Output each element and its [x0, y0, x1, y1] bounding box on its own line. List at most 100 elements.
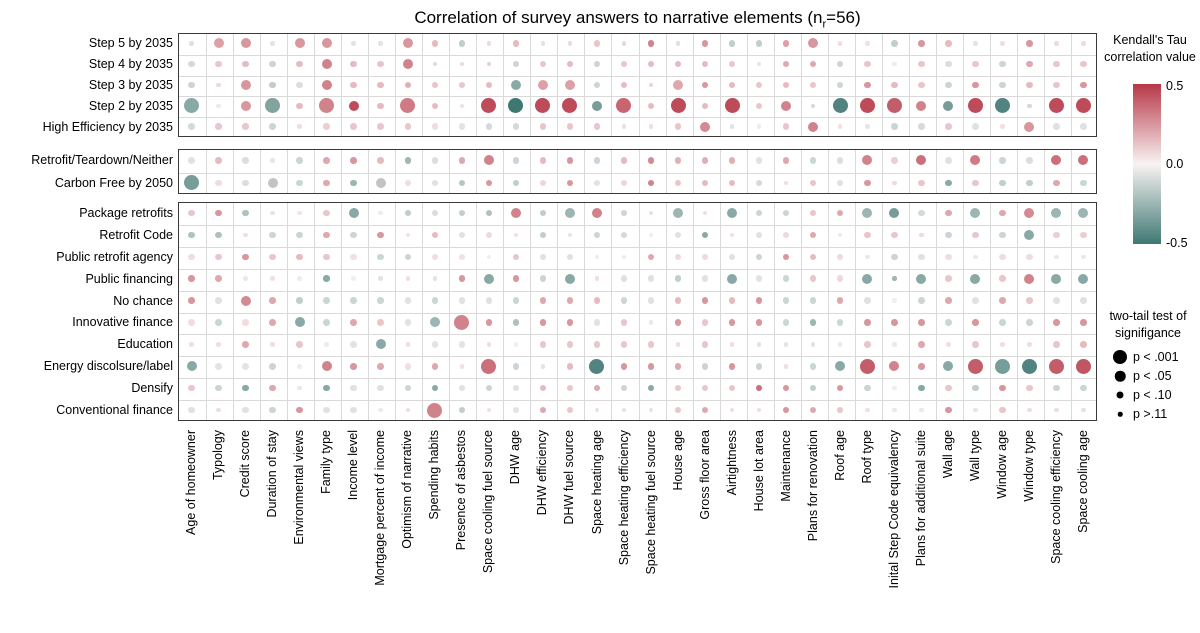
correlation-dot [242, 253, 249, 260]
correlation-dot [999, 297, 1006, 304]
row-label: Step 2 by 2035 [88, 98, 173, 113]
correlation-dot [648, 124, 654, 129]
correlation-dot [512, 60, 520, 68]
correlation-dot [891, 231, 898, 239]
gridline-horizontal [179, 356, 1096, 358]
gridline-vertical [233, 34, 235, 136]
correlation-dot [589, 358, 605, 374]
correlation-dot [999, 253, 1006, 260]
correlation-dot [945, 123, 952, 130]
gridline-vertical [989, 150, 991, 193]
gridline-horizontal [179, 268, 1096, 270]
correlation-dot [566, 406, 574, 414]
correlation-dot [215, 209, 222, 217]
correlation-dot [486, 407, 492, 413]
correlation-dot [215, 60, 222, 68]
correlation-dot [809, 253, 817, 260]
correlation-dot [348, 100, 359, 111]
correlation-dot [729, 407, 735, 413]
correlation-dot [809, 81, 817, 89]
correlation-dot [323, 275, 330, 282]
correlation-dot [1080, 297, 1087, 304]
correlation-dot [539, 275, 547, 282]
correlation-dot [648, 210, 654, 216]
column-label: Space heating age [589, 430, 604, 535]
correlation-dot [756, 407, 762, 413]
gridline-horizontal [179, 334, 1096, 336]
correlation-dot [675, 342, 681, 347]
correlation-dot [945, 384, 952, 392]
correlation-dot [701, 384, 709, 392]
column-label: Space heating efficiency [616, 430, 631, 566]
correlation-dot [404, 157, 411, 164]
correlation-dot [188, 297, 195, 304]
correlation-dot [270, 276, 275, 281]
correlation-dot [350, 81, 357, 89]
correlation-dot [1026, 179, 1033, 186]
correlation-dot [270, 41, 275, 46]
correlation-dot [188, 406, 195, 414]
correlation-dot [566, 319, 574, 326]
gridline-vertical [773, 203, 775, 420]
correlation-dot [701, 275, 709, 282]
correlation-dot [405, 407, 410, 413]
column-label: House age [670, 430, 685, 491]
correlation-dot [323, 179, 330, 186]
gridline-vertical [557, 150, 559, 193]
row-label: Public retrofit agency [56, 249, 173, 264]
correlation-dot [481, 98, 497, 114]
gridline-horizontal [179, 224, 1096, 226]
correlation-dot [296, 231, 303, 239]
correlation-dot [377, 157, 384, 164]
correlation-dot [892, 180, 897, 185]
correlation-dot [269, 363, 276, 370]
correlation-dot [375, 177, 386, 188]
gridline-vertical [1070, 150, 1072, 193]
correlation-dot [809, 209, 817, 217]
correlation-dot [620, 297, 628, 304]
correlation-dot [648, 320, 654, 325]
correlation-dot [892, 61, 897, 67]
column-label: Space cooling fuel source [481, 430, 496, 574]
correlation-dot [1054, 41, 1059, 46]
correlation-dot [486, 342, 492, 347]
gridline-vertical [827, 150, 829, 193]
correlation-dot [755, 319, 763, 326]
gridline-vertical [854, 150, 856, 193]
correlation-dot [593, 231, 601, 239]
correlation-dot [674, 253, 682, 260]
colorbar-tick-min: -0.5 [1166, 236, 1188, 250]
correlation-dot [1080, 179, 1087, 186]
correlation-dot [1080, 319, 1087, 326]
correlation-dot [1053, 319, 1060, 326]
correlation-dot [918, 40, 925, 47]
correlation-dot [593, 179, 601, 186]
correlation-dot [188, 60, 195, 68]
correlation-dot [297, 364, 302, 369]
correlation-dot [865, 254, 870, 259]
correlation-dot [701, 319, 709, 326]
correlation-dot [215, 157, 222, 164]
row-label: Step 4 by 2035 [88, 57, 173, 72]
correlation-dot [999, 179, 1006, 186]
correlation-dot [297, 124, 302, 129]
correlation-dot [972, 179, 979, 186]
correlation-dot [782, 406, 790, 414]
correlation-dot [215, 253, 222, 260]
correlation-dot [242, 363, 249, 370]
column-label: Space heating fuel source [643, 430, 658, 575]
correlation-dot [647, 179, 655, 186]
correlation-dot [918, 60, 925, 68]
gridline-vertical [1016, 150, 1018, 193]
row-label: Step 3 by 2035 [88, 78, 173, 92]
gridline-vertical [341, 150, 343, 193]
gridline-vertical [746, 203, 748, 420]
row-label: No chance [113, 293, 173, 308]
correlation-dot [378, 41, 383, 46]
correlation-dot [485, 209, 493, 217]
correlation-dot [701, 60, 709, 68]
correlation-dot [294, 317, 305, 328]
correlation-dot [729, 342, 735, 347]
correlation-dot [566, 297, 574, 304]
gridline-vertical [584, 150, 586, 193]
